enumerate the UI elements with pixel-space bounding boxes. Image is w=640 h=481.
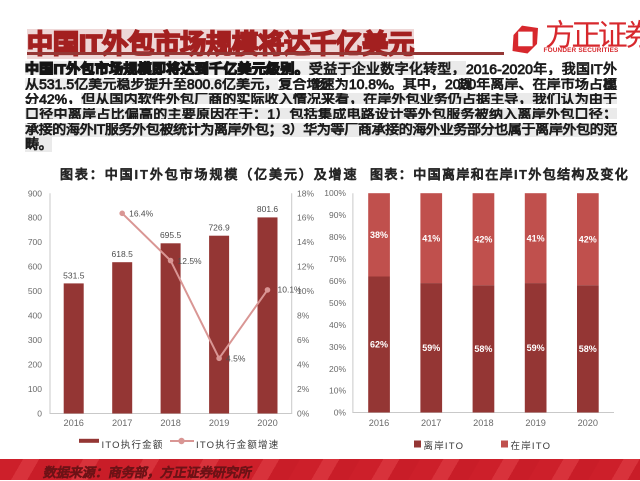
- svg-text:726.9: 726.9: [208, 223, 230, 233]
- svg-text:90%: 90%: [329, 210, 346, 220]
- svg-text:方正证券: 方正证券: [545, 20, 640, 53]
- svg-text:14%: 14%: [297, 237, 314, 247]
- svg-text:618.5: 618.5: [112, 249, 134, 259]
- svg-text:2%: 2%: [297, 384, 310, 394]
- svg-text:0%: 0%: [334, 408, 347, 418]
- svg-text:59%: 59%: [422, 343, 440, 353]
- svg-text:2017: 2017: [421, 418, 441, 428]
- svg-text:41%: 41%: [527, 233, 545, 243]
- svg-text:59%: 59%: [527, 343, 545, 353]
- svg-text:695.5: 695.5: [160, 230, 182, 240]
- svg-text:2018: 2018: [473, 418, 493, 428]
- svg-text:12%: 12%: [297, 262, 314, 272]
- svg-text:20%: 20%: [329, 364, 346, 374]
- svg-text:16%: 16%: [297, 213, 314, 223]
- svg-text:700: 700: [28, 237, 42, 247]
- svg-text:300: 300: [28, 335, 42, 345]
- svg-text:2020: 2020: [257, 418, 277, 428]
- svg-text:42%: 42%: [474, 235, 492, 245]
- svg-text:42%: 42%: [579, 235, 597, 245]
- svg-text:8%: 8%: [297, 311, 310, 321]
- svg-text:4.5%: 4.5%: [226, 353, 246, 363]
- svg-text:500: 500: [28, 286, 42, 296]
- svg-text:2019: 2019: [525, 418, 545, 428]
- svg-text:38%: 38%: [370, 230, 388, 240]
- svg-text:60%: 60%: [329, 276, 346, 286]
- svg-text:80%: 80%: [329, 232, 346, 242]
- svg-text:6%: 6%: [297, 335, 310, 345]
- svg-text:10.1%: 10.1%: [278, 285, 303, 295]
- svg-text:2017: 2017: [112, 418, 132, 428]
- svg-text:70%: 70%: [329, 254, 346, 264]
- svg-text:2016: 2016: [63, 418, 83, 428]
- svg-text:800: 800: [28, 213, 42, 223]
- svg-text:12.5%: 12.5%: [178, 256, 203, 266]
- svg-text:16.4%: 16.4%: [129, 209, 154, 219]
- svg-text:2016: 2016: [369, 418, 389, 428]
- svg-text:2020: 2020: [578, 418, 598, 428]
- svg-text:100: 100: [28, 384, 42, 394]
- svg-text:801.6: 801.6: [257, 204, 279, 214]
- svg-text:200: 200: [28, 359, 42, 369]
- svg-text:41%: 41%: [422, 233, 440, 243]
- svg-text:10%: 10%: [297, 286, 314, 296]
- svg-text:531.5: 531.5: [63, 270, 85, 280]
- svg-text:FOUNDER SECURITIES: FOUNDER SECURITIES: [544, 47, 620, 54]
- svg-text:2019: 2019: [209, 418, 229, 428]
- svg-text:50%: 50%: [329, 298, 346, 308]
- svg-text:100%: 100%: [324, 188, 346, 198]
- svg-text:4%: 4%: [297, 359, 310, 369]
- svg-text:58%: 58%: [474, 344, 492, 354]
- svg-text:62%: 62%: [370, 340, 388, 350]
- svg-text:10%: 10%: [329, 386, 346, 396]
- svg-text:40%: 40%: [329, 320, 346, 330]
- svg-text:58%: 58%: [579, 344, 597, 354]
- svg-text:0: 0: [37, 408, 42, 418]
- svg-text:600: 600: [28, 262, 42, 272]
- svg-text:18%: 18%: [297, 188, 314, 198]
- svg-text:900: 900: [28, 188, 42, 198]
- svg-text:400: 400: [28, 311, 42, 321]
- svg-text:30%: 30%: [329, 342, 346, 352]
- svg-text:0%: 0%: [297, 408, 310, 418]
- svg-text:2018: 2018: [160, 418, 180, 428]
